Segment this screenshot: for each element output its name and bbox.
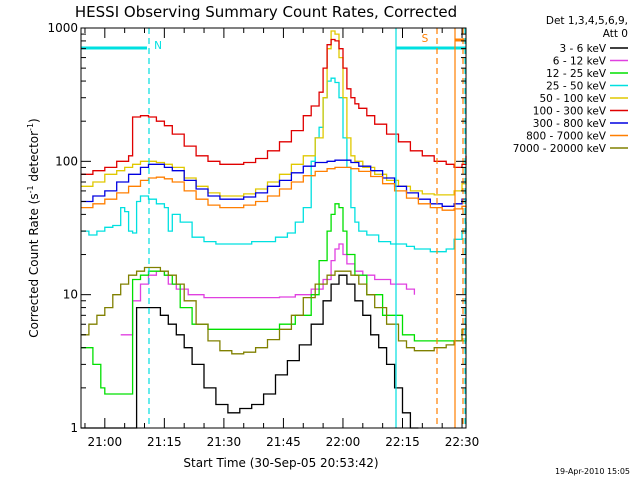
y-axis-label: Corrected Count Rate (s-1 detector-1): [26, 118, 41, 337]
y-axis-label-sup2: -1: [26, 123, 35, 131]
y-axis-label-mid: detector: [27, 131, 41, 186]
legend-label-7: 800 - 7000 keV: [526, 131, 607, 143]
y-tick-label: 100: [55, 154, 78, 168]
legend-label-8: 7000 - 20000 keV: [513, 143, 607, 155]
x-tick-label: 21:30: [207, 435, 242, 449]
legend-label-6: 300 - 800 keV: [533, 118, 607, 130]
legend-label-0: 3 - 6 keV: [559, 43, 606, 55]
timestamp: 19-Apr-2010 15:05: [555, 467, 630, 476]
legend-label-5: 100 - 300 keV: [533, 106, 607, 118]
x-axis-label: Start Time (30-Sep-05 20:53:42): [183, 456, 378, 470]
y-tick-label: 1: [70, 421, 78, 435]
legend-label-1: 6 - 12 keV: [553, 56, 607, 68]
plot-area: N S 1 10 100 1000 21:00 21:15 21:30 21:45 22:00 22:…: [47, 21, 479, 449]
x-tick-label: 22:00: [326, 435, 361, 449]
x-tick-label: 21:15: [147, 435, 182, 449]
y-axis-label-main: Corrected Count Rate (s: [27, 193, 41, 337]
series-line-2: [81, 203, 467, 395]
series-line-0: [81, 274, 419, 429]
y-tick-label: 1000: [47, 21, 78, 35]
series-line-8: [81, 266, 467, 355]
series-line-3: [81, 77, 467, 253]
legend-header-line2: Att 0: [603, 28, 628, 40]
legend-label-4: 50 - 100 keV: [539, 93, 606, 105]
x-tick-label: 22:30: [445, 435, 480, 449]
annotation-s: S: [422, 33, 429, 45]
series-line-5: [81, 38, 467, 175]
series-line-6: [81, 159, 467, 207]
y-axis-label-sup1: -1: [26, 185, 35, 193]
legend-header-line1: Det 1,3,4,5,6,9,: [546, 15, 628, 27]
x-tick-label: 21:45: [266, 435, 301, 449]
x-tick-label: 22:15: [385, 435, 420, 449]
legend-label-3: 25 - 50 keV: [546, 81, 607, 93]
series-line-4: [81, 30, 467, 197]
annotation-n: N: [154, 40, 162, 52]
legend-label-2: 12 - 25 keV: [546, 68, 607, 80]
y-axis-label-end: ): [27, 118, 41, 123]
x-tick-label: 21:00: [88, 435, 123, 449]
plot-frame: [80, 27, 467, 429]
y-tick-label: 10: [63, 288, 78, 302]
chart-title: HESSI Observing Summary Count Rates, Cor…: [75, 3, 457, 21]
